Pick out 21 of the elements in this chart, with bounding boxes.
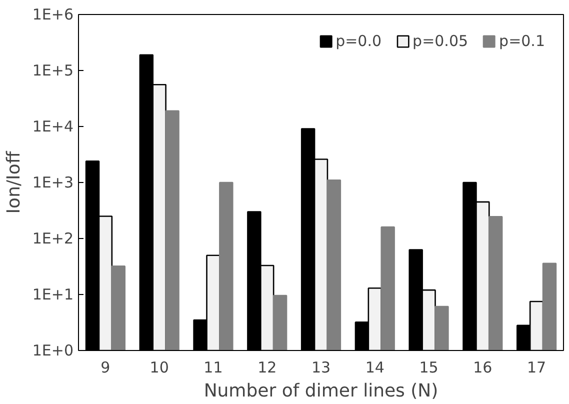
legend-label: p=0.0	[336, 32, 382, 50]
x-axis-title: Number of dimer lines (N)	[204, 380, 438, 402]
x-tick-label: 15	[419, 358, 438, 376]
x-tick-label: 9	[100, 358, 110, 376]
x-tick-label: 11	[204, 358, 223, 376]
y-tick-label: 1E+1	[32, 286, 74, 304]
legend-label: p=0.1	[499, 32, 545, 50]
y-tick-label: 1E+6	[32, 6, 74, 24]
legend-label: p=0.05	[412, 32, 468, 50]
x-tick-label: 17	[527, 358, 546, 376]
x-tick-label: 12	[258, 358, 277, 376]
y-tick-label: 1E+2	[32, 230, 74, 248]
x-tick-label: 14	[365, 358, 384, 376]
x-tick-label: 10	[150, 358, 169, 376]
y-tick-label: 1E+0	[32, 342, 74, 360]
y-tick-label: 1E+5	[32, 62, 74, 80]
y-tick-label: 1E+4	[32, 118, 74, 136]
y-axis-title: Ion/Ioff	[3, 150, 24, 214]
x-tick-label: 13	[311, 358, 331, 376]
x-tick-label: 16	[473, 358, 492, 376]
y-tick-label: 1E+3	[32, 174, 74, 192]
